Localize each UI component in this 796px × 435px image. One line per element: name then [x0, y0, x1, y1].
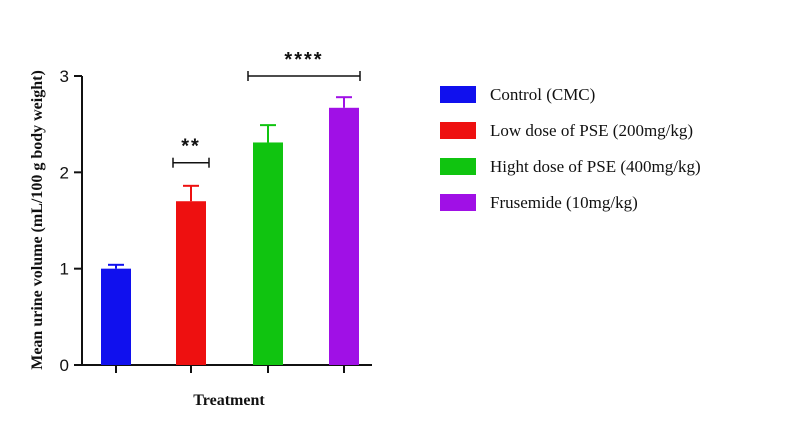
legend-swatch [440, 122, 476, 139]
bars [101, 96, 359, 365]
legend: Control (CMC) Low dose of PSE (200mg/kg) H… [440, 85, 701, 212]
bar [253, 142, 283, 365]
x-axis-title: Treatment [193, 392, 265, 409]
bar [329, 107, 359, 365]
legend-label: Low dose of PSE (200mg/kg) [490, 121, 693, 140]
legend-label: Hight dose of PSE (400mg/kg) [490, 157, 701, 176]
y-tick-label: 1 [60, 260, 69, 279]
significance-label: **** [284, 49, 323, 71]
significance-label: ** [181, 136, 201, 158]
significance-annotations: ****** [172, 49, 361, 168]
legend-swatch [440, 194, 476, 211]
legend-label: Control (CMC) [490, 85, 595, 104]
legend-label: Frusemide (10mg/kg) [490, 193, 638, 212]
legend-swatch [440, 86, 476, 103]
bar [101, 268, 131, 365]
y-tick-label: 0 [60, 356, 69, 375]
y-tick-label: 3 [60, 67, 69, 86]
legend-swatch [440, 158, 476, 175]
bar [176, 201, 206, 365]
y-axis-title: Mean urine volume (mL/100 g body weight) [29, 70, 46, 370]
y-tick-label: 2 [60, 163, 69, 182]
